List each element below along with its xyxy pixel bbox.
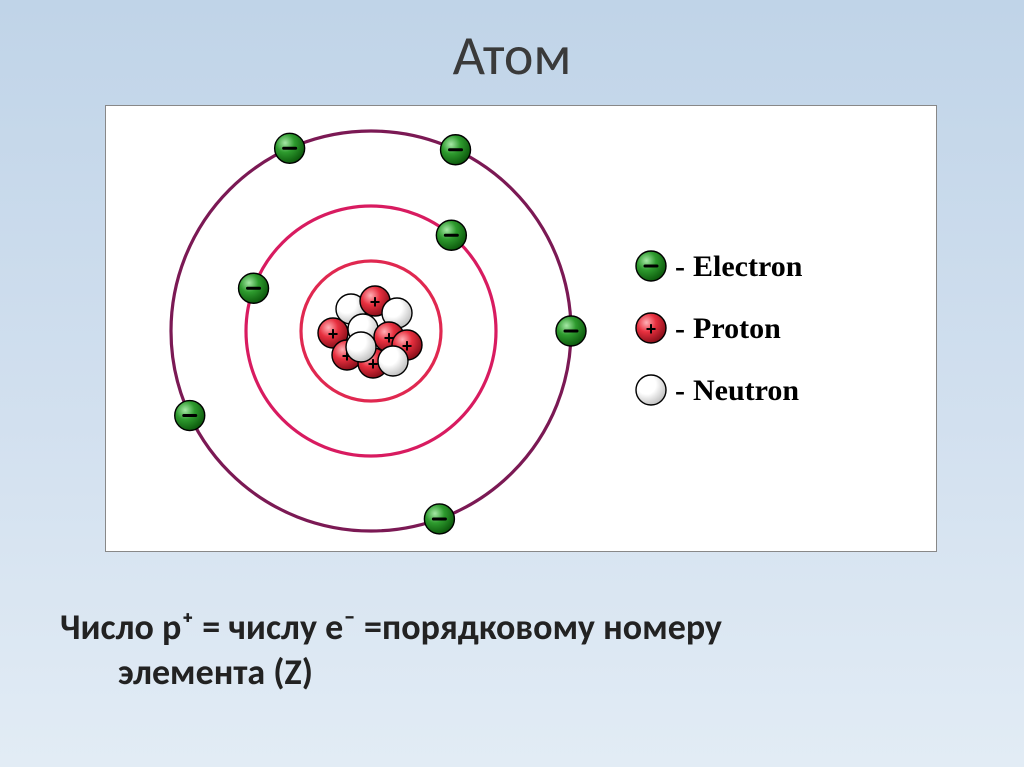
electron-particle [556, 316, 586, 346]
electron-particle [175, 401, 205, 431]
atom-figure: ++++++ -Electron+-Proton-Neutron [105, 105, 937, 552]
caption-line1: Число p⁺ = числу е⁻ =порядковому номеру [60, 605, 722, 650]
electron-particle [424, 504, 454, 534]
svg-text:+: + [328, 324, 339, 344]
legend-dash: - [675, 374, 685, 407]
electron-particle [275, 133, 305, 163]
legend-neutron-label: Neutron [693, 374, 799, 407]
legend-proton-icon: + [636, 313, 666, 343]
page-title: Атом [0, 22, 1024, 90]
legend-neutron-icon [636, 375, 666, 405]
electron-particle [436, 220, 466, 250]
svg-text:+: + [646, 319, 657, 339]
caption: Число p⁺ = числу е⁻ =порядковому номеру … [60, 605, 722, 695]
atom-svg: ++++++ -Electron+-Proton-Neutron [106, 106, 936, 551]
neutron-particle [378, 346, 408, 376]
nucleus: ++++++ [318, 286, 422, 378]
legend-electron-label: Electron [693, 250, 803, 283]
slide: Атом ++++++ -Electron+-Proton-Neutron Чи… [0, 0, 1024, 767]
legend: -Electron+-Proton-Neutron [636, 250, 803, 407]
legend-dash: - [675, 250, 685, 283]
legend-dash: - [675, 312, 685, 345]
neutron-particle [346, 332, 376, 362]
caption-line2: элемента (Z) [60, 650, 722, 695]
electron-particle [239, 273, 269, 303]
legend-electron-icon [636, 251, 666, 281]
svg-text:+: + [370, 292, 381, 312]
electron-particle [441, 135, 471, 165]
legend-proton-label: Proton [693, 312, 781, 345]
